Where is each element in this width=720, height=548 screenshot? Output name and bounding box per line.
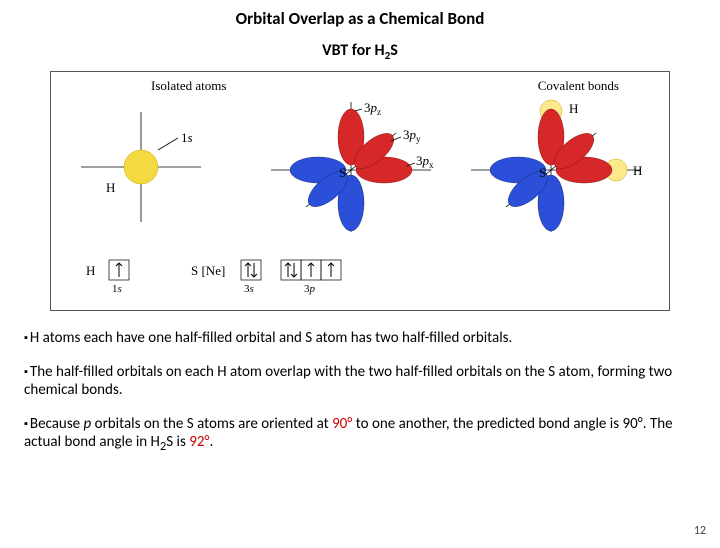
panel-h-1s: 1s H	[71, 102, 211, 232]
bullet-3: ▪Because p orbitals on the S atoms are o…	[24, 415, 696, 454]
b3-4: .	[210, 433, 214, 451]
b3-1: orbitals on the S atoms are oriented at	[91, 415, 332, 433]
b3-92: 92°	[189, 433, 209, 451]
cfg-s-ne: S [Ne]	[191, 263, 225, 278]
page-number: 12	[694, 524, 706, 538]
subtitle-post: S	[390, 41, 398, 60]
cfg-3p: 3p	[304, 283, 316, 295]
b3-3: S is	[166, 433, 189, 451]
label-3px: 3px	[416, 153, 434, 170]
b3-0: Because	[30, 415, 84, 433]
label-3pz: 3pz	[364, 100, 381, 117]
cfg-1s: 1s	[112, 283, 122, 295]
label-3py: 3py	[403, 127, 421, 144]
slide-title: Orbital Overlap as a Chemical Bond	[0, 8, 720, 29]
atom-h-top: H	[569, 101, 578, 116]
bullet-1: ▪H atoms each have one half-filled orbit…	[24, 329, 696, 347]
slide-subtitle: VBT for H2S	[0, 41, 720, 63]
b3-90: 90°	[332, 415, 352, 433]
atom-h-right: H	[633, 163, 642, 178]
bullet-2: ▪The half-filled orbitals on each H atom…	[24, 363, 696, 399]
cfg-3s: 3s	[244, 283, 254, 295]
atom-h-1: H	[106, 180, 115, 195]
atom-s-1: S	[339, 165, 346, 180]
bullets: ▪H atoms each have one half-filled orbit…	[24, 329, 696, 454]
subtitle-pre: VBT for H	[322, 41, 384, 60]
atom-s-2: S	[539, 165, 546, 180]
covalent-bonds-label: Covalent bonds	[538, 78, 619, 94]
isolated-atoms-label: Isolated atoms	[151, 78, 226, 94]
cfg-h: H	[86, 263, 95, 278]
panel-s-3p: 3pz 3py 3px S	[251, 97, 451, 237]
electron-config: H 1s S [Ne] 3s 3p	[81, 250, 641, 305]
figure-container: Isolated atoms Covalent bonds 1s H 3pz 3…	[50, 71, 670, 311]
label-1s: 1s	[181, 130, 193, 145]
panel-h2s: S H H	[451, 97, 661, 237]
